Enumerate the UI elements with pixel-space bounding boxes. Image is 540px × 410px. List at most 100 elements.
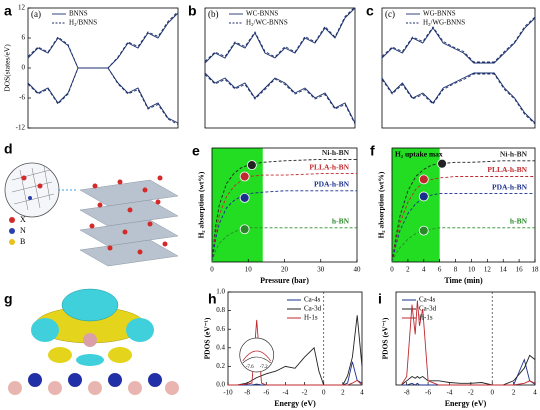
sphere-marker	[239, 224, 250, 235]
series-label: h-BN	[332, 217, 350, 226]
series-line	[211, 158, 357, 263]
y-tick-label: 0	[22, 64, 26, 72]
panel-letter: f	[370, 143, 375, 159]
x-tick-label: -2	[302, 389, 308, 397]
y-tick-label: -12	[16, 124, 26, 132]
x-tick-label: -6	[425, 389, 431, 397]
plot-frame	[391, 147, 536, 263]
legend-label: H₂/BNNS	[69, 19, 97, 27]
x-tick-label: 4	[533, 389, 537, 397]
dos-curve	[381, 17, 536, 64]
series-line	[228, 315, 363, 386]
x-axis-label: Pressure (bar)	[260, 276, 309, 285]
panel-tag: (b)	[208, 9, 219, 19]
legend-label: Ca-4s	[419, 296, 436, 304]
y-axis-label: H₂ absorption (wt%)	[197, 171, 206, 238]
legend-swatch	[9, 239, 15, 245]
dos-curve	[381, 16, 536, 63]
adatoms	[89, 175, 168, 255]
x-tick-label: 6	[438, 266, 442, 274]
panel-letter: i	[378, 291, 382, 307]
panel-letter: b	[188, 3, 197, 19]
x-tick-label: -10	[223, 389, 233, 397]
substrate-atoms	[8, 373, 179, 395]
x-tick-label: 2	[512, 389, 516, 397]
dos-curve	[381, 72, 536, 124]
plot-frame	[381, 7, 536, 129]
legend-label: B	[20, 237, 25, 246]
sphere-marker	[239, 192, 250, 203]
sphere-marker	[418, 191, 429, 202]
y-tick-label: 0.0	[216, 381, 225, 389]
sphere-marker	[239, 171, 250, 182]
inset-curve	[242, 350, 272, 362]
x-tick-label: -8	[244, 389, 250, 397]
legend-label: Ca-4s	[304, 296, 321, 304]
y-tick-label: 0.8	[216, 306, 225, 314]
panel-letter: g	[4, 291, 13, 307]
legend-label: X	[20, 215, 26, 224]
y-tick-label: 1.0	[216, 288, 225, 296]
dos-curve	[204, 74, 356, 125]
y-tick-label: 12	[18, 4, 26, 12]
x-tick-label: 10	[245, 266, 253, 274]
x-tick-label: 4	[422, 266, 426, 274]
sheets	[79, 179, 179, 267]
series-label: Ni-h-BN	[500, 150, 528, 159]
dos-curve	[204, 7, 356, 64]
y-tick-label: 6	[22, 34, 26, 42]
isosurface-g	[8, 288, 179, 395]
panel-letter: d	[4, 141, 13, 157]
legend-label: BNNS	[69, 10, 88, 18]
inset-tick-label: -7.2	[260, 365, 268, 370]
x-tick-label: 0	[490, 389, 494, 397]
y-axis-label: PDOS (eV⁻¹)	[381, 317, 390, 359]
x-tick-label: 40	[354, 266, 362, 274]
panel-letter: h	[208, 291, 217, 307]
x-tick-label: 4	[360, 389, 364, 397]
inset-tick-label: -7.6	[246, 365, 254, 370]
series-line	[400, 300, 536, 386]
legend-swatch	[9, 217, 15, 223]
series-label: PDA-h-BN	[314, 179, 350, 188]
sphere-marker	[437, 158, 447, 169]
annotation: H₂ uptake max	[395, 150, 443, 159]
inset-curve	[242, 356, 271, 364]
plot-frame	[227, 291, 363, 386]
zoom-circle	[4, 162, 60, 218]
series-label: Ni-h-BN	[322, 148, 350, 157]
series-line	[391, 160, 535, 263]
dos-curve	[204, 6, 356, 62]
x-tick-label: 12	[484, 266, 492, 274]
x-tick-label: 18	[532, 266, 540, 274]
x-tick-label: 8	[454, 266, 458, 274]
series-label: h-BN	[510, 217, 528, 226]
x-tick-label: -8	[404, 389, 410, 397]
panel-tag: (a)	[31, 9, 41, 19]
legend-swatch	[9, 228, 15, 234]
highlight-region	[392, 148, 440, 262]
x-tick-label: 14	[500, 266, 508, 274]
x-tick-label: 16	[516, 266, 524, 274]
zoom-lattice	[11, 165, 55, 211]
series-line	[401, 358, 536, 386]
plot-frame	[204, 7, 356, 129]
sphere-marker	[418, 225, 429, 236]
dos-curve	[27, 67, 179, 124]
sphere-marker	[418, 174, 429, 185]
legend-label: H-1s	[304, 314, 318, 322]
panel-letter: e	[192, 143, 200, 159]
dos-curve	[204, 72, 356, 124]
panel-letter: c	[366, 3, 374, 19]
dos-curve	[27, 11, 179, 69]
dos-curve	[27, 67, 179, 125]
legend-label: H-1s	[419, 314, 433, 322]
x-tick-label: -2	[468, 389, 474, 397]
panel-letter: a	[4, 3, 12, 19]
x-axis-label: Energy (eV)	[274, 399, 316, 408]
legend-label: WC-BNNS	[246, 10, 278, 18]
legend-label: Ca-3d	[419, 305, 437, 313]
series-label: PLLA-h-BN	[487, 165, 527, 174]
